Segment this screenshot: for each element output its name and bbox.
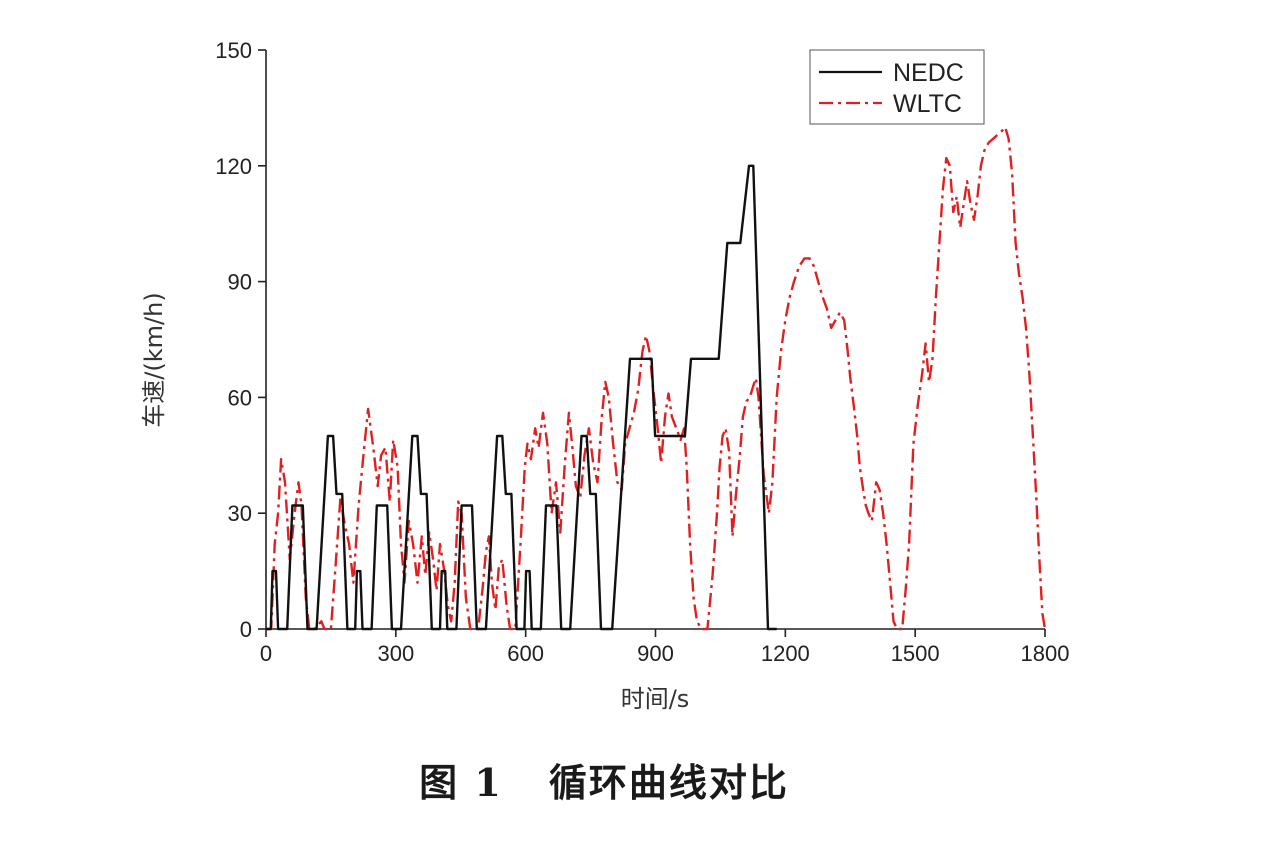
legend-label-nedc: NEDC	[893, 59, 964, 87]
x-tick-label: 0	[260, 641, 272, 666]
y-tick-label: 30	[228, 501, 252, 526]
x-axis-label: 时间/s	[621, 685, 690, 713]
figure-title: 循环曲线对比	[548, 760, 789, 805]
figure-number: 图 1	[419, 760, 503, 805]
plot-area: 0 30 60 90 120 150 0 300 600 900 1200 1500 1800	[215, 38, 1069, 666]
y-tick-label: 90	[228, 270, 252, 295]
legend-label-wltc: WLTC	[893, 90, 962, 118]
y-tick-label: 60	[228, 385, 252, 410]
y-tick-label: 150	[215, 38, 252, 63]
legend-box	[809, 49, 985, 125]
x-tick-label: 1800	[1021, 641, 1070, 666]
y-axis-label: 车速/(km/h)	[140, 292, 168, 427]
x-tick-label: 1200	[761, 641, 810, 666]
y-tick-label: 120	[215, 154, 252, 179]
y-ticks: 0 30 60 90 120 150	[215, 38, 266, 642]
x-tick-label: 900	[637, 641, 674, 666]
series-line-nedc	[266, 164, 777, 631]
figure-caption: 图 1 循环曲线对比	[0, 752, 1208, 807]
legend: NEDC WLTC	[809, 49, 985, 125]
y-tick-label: 0	[240, 617, 252, 642]
x-tick-label: 600	[507, 641, 544, 666]
x-tick-label: 300	[377, 641, 414, 666]
series-layer	[266, 125, 1047, 631]
x-tick-label: 1500	[891, 641, 940, 666]
series-line-wltc	[266, 125, 1047, 631]
x-ticks: 0 300 600 900 1200 1500 1800	[260, 629, 1070, 666]
